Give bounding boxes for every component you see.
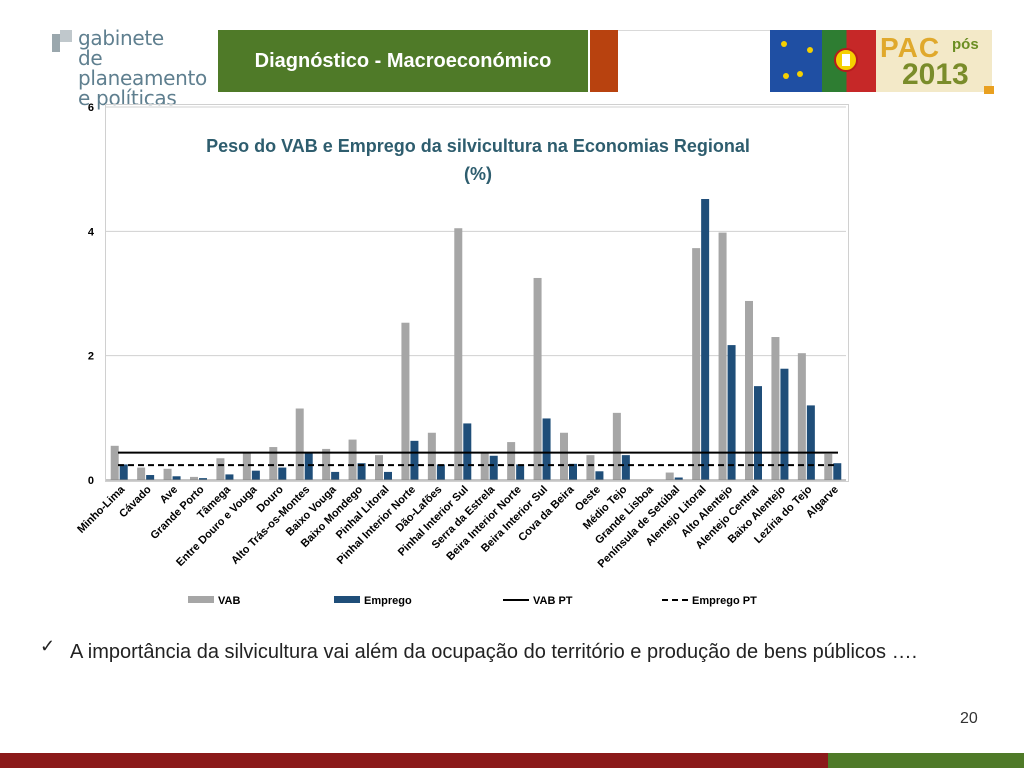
badge-accent: [984, 86, 994, 94]
bar-emprego: [489, 455, 498, 480]
logo-mark-icon: [52, 30, 72, 52]
bar-emprego: [833, 463, 842, 480]
footer-accent: [828, 753, 1024, 768]
logo-line-3: e políticas: [78, 86, 177, 110]
bar-vab: [322, 448, 331, 480]
chart-title: Peso do VAB e Emprego da silvicultura na…: [206, 136, 750, 184]
bar-emprego: [595, 471, 604, 480]
bar-emprego: [806, 405, 815, 480]
bar-vab: [692, 248, 701, 480]
legend-label: Emprego PT: [692, 595, 757, 607]
bar-emprego: [146, 475, 155, 480]
pac-label: PAC: [880, 32, 941, 63]
bar-emprego: [436, 464, 445, 480]
bar-vab: [242, 452, 251, 480]
y-tick-label: 0: [88, 475, 94, 487]
y-tick-label: 6: [88, 102, 94, 114]
bar-vab: [269, 447, 278, 480]
bar-vab: [216, 458, 225, 480]
bar-emprego: [410, 440, 419, 480]
bar-vab: [137, 467, 146, 480]
bar-vab: [427, 432, 436, 480]
bar-emprego: [542, 418, 551, 480]
header-title: Diagnóstico - Macroeconómico: [218, 30, 588, 92]
bar-emprego: [516, 464, 525, 480]
bar-emprego: [780, 368, 789, 480]
header-divider: [618, 30, 770, 93]
bar-vab: [295, 408, 304, 480]
bar-vab: [163, 468, 172, 480]
bar-emprego: [701, 199, 710, 481]
bar-vab: [718, 232, 727, 480]
pac-pos-2013-badge: PAC pós 2013: [876, 30, 992, 92]
bar-emprego: [225, 474, 234, 480]
bar-vab: [665, 472, 674, 480]
bar-vab: [745, 300, 753, 480]
portugal-flag-icon: [822, 30, 876, 92]
bar-vab: [348, 439, 357, 480]
bar-vab: [824, 453, 833, 480]
bar-emprego: [199, 478, 207, 480]
bar-emprego: [251, 470, 260, 480]
bar-emprego: [674, 477, 683, 480]
bar-vab: [507, 442, 516, 480]
logo-text: gabinete de planeamento e políticas: [78, 28, 218, 108]
bar-vab: [771, 337, 780, 480]
legend-label: Emprego: [364, 595, 412, 607]
bar-vab: [375, 455, 383, 480]
bar-emprego: [569, 463, 577, 480]
legend-label: VAB PT: [533, 595, 573, 607]
legend-swatch: [334, 596, 360, 603]
bar-emprego: [172, 476, 181, 480]
eu-flag-icon: [770, 30, 822, 92]
bar-emprego: [727, 345, 736, 480]
bar-vab: [190, 476, 198, 480]
bar-vab: [586, 455, 595, 480]
logo: gabinete de planeamento e políticas: [48, 26, 218, 108]
bar-vab: [454, 228, 463, 480]
y-tick-label: 4: [88, 226, 95, 238]
bar-vab: [612, 412, 621, 480]
bar-emprego: [384, 471, 392, 480]
bar-emprego: [119, 464, 128, 480]
page-number: 20: [960, 710, 978, 727]
logo-line-2: de planeamento: [78, 46, 207, 90]
plot-area: [105, 104, 849, 482]
bar-emprego: [357, 463, 366, 480]
checkmark-icon: ✓: [40, 636, 56, 656]
bar-vab: [560, 432, 568, 480]
bar-vab: [533, 277, 542, 480]
bar-emprego: [278, 467, 287, 480]
bar-emprego: [754, 386, 762, 480]
legend-swatch: [188, 596, 214, 603]
pos-label: pós: [952, 36, 979, 53]
bar-vab: [401, 322, 410, 480]
bullet-text: A importância da silvicultura vai além d…: [70, 641, 918, 663]
bar-emprego: [331, 471, 340, 480]
bar-vab: [110, 445, 119, 480]
bar-emprego: [621, 455, 630, 480]
legend-label: VAB: [218, 595, 240, 607]
year-label: 2013: [902, 58, 969, 91]
header-accent-block: [590, 30, 618, 92]
footer-bar: [0, 753, 1024, 768]
y-tick-label: 2: [88, 351, 94, 363]
bar-vab: [480, 452, 489, 480]
x-tick-label: Ave: [158, 484, 180, 506]
bar-vab: [797, 353, 806, 480]
logo-line-1: gabinete: [78, 26, 164, 50]
